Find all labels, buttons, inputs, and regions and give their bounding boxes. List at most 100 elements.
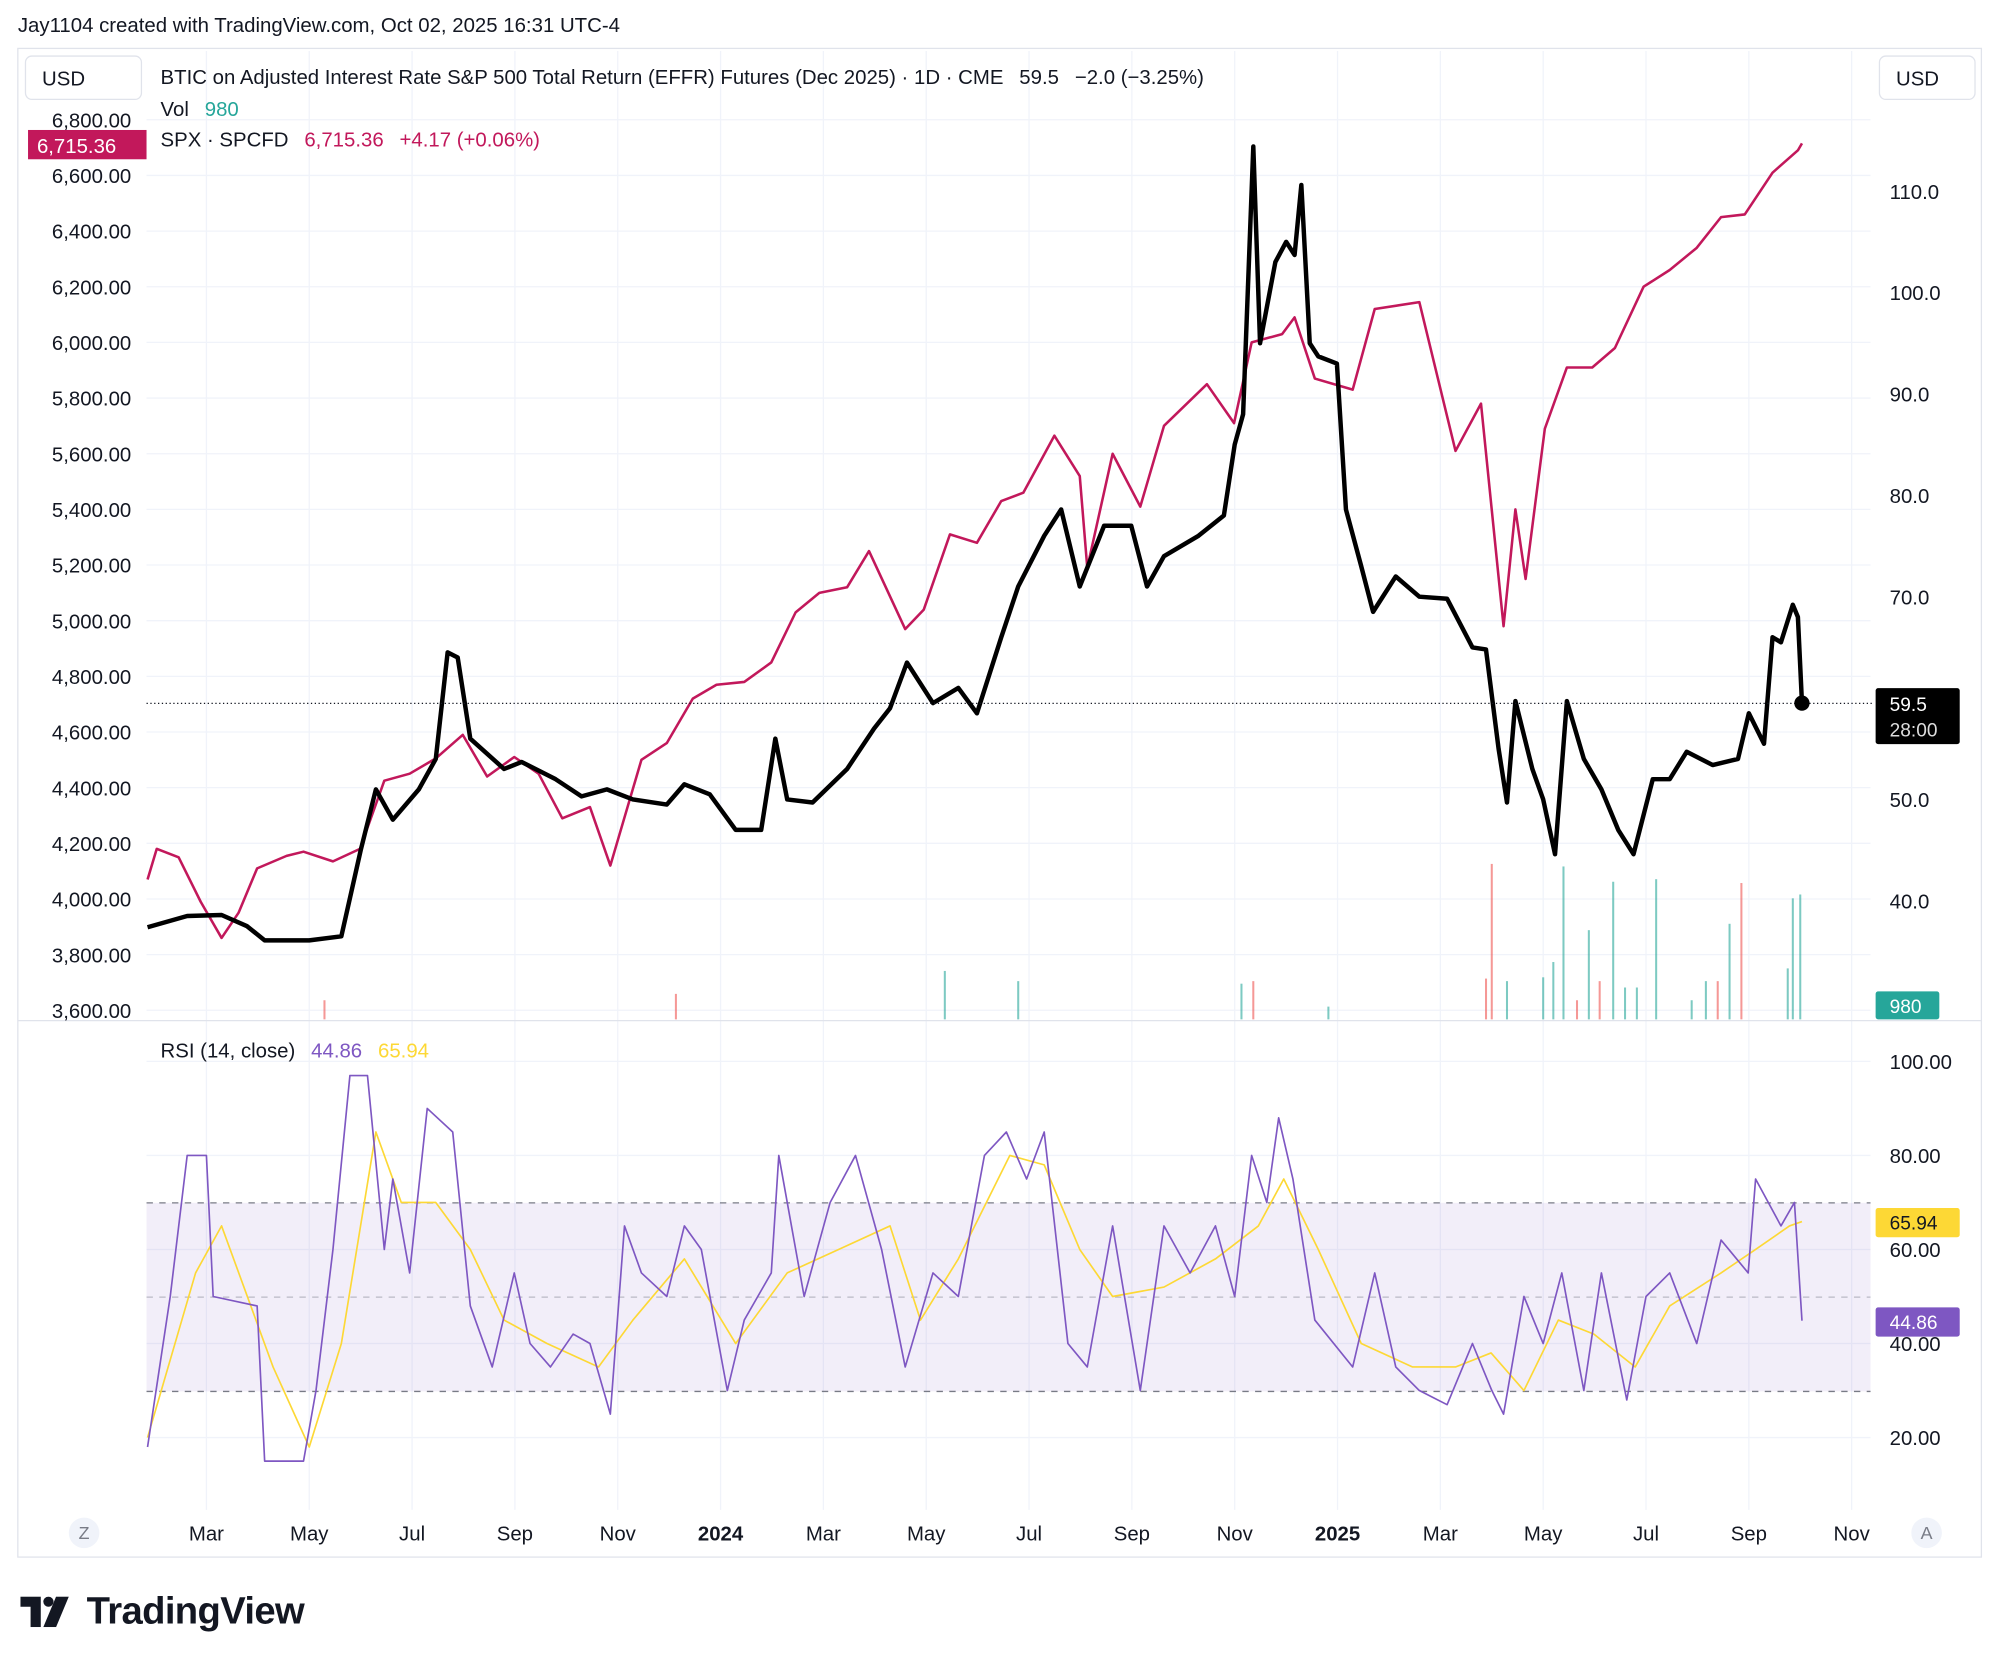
- left-axis-tick-label: 5,000.00: [52, 611, 131, 633]
- volume-bar: [1786, 968, 1789, 1020]
- volume-bar: [1562, 866, 1565, 1020]
- left-axis-tick-label: 3,600.00: [52, 1001, 131, 1023]
- x-tick-label: Mar: [806, 1524, 841, 1546]
- tradingview-logo[interactable]: TradingView: [20, 1590, 305, 1633]
- left-axis-tick-label: 6,400.00: [52, 222, 131, 244]
- series-lines: [146, 142, 1805, 1462]
- right-axis-tick-label: 50.0: [1890, 790, 1930, 812]
- volume-bar: [943, 970, 946, 1020]
- legend-rsi[interactable]: RSI (14, close) 44.86 65.94: [161, 1041, 429, 1063]
- x-tick-label: Mar: [1423, 1524, 1458, 1546]
- legend-spx-last: 6,715.36: [304, 130, 383, 152]
- volume-bar: [674, 993, 677, 1020]
- spx-line: [146, 142, 1804, 940]
- legend-rsi-label: RSI (14, close): [161, 1041, 296, 1063]
- left-axis-tick-label: 5,200.00: [52, 556, 131, 578]
- x-tick-label: Sep: [497, 1524, 533, 1546]
- volume-bars: [323, 863, 1802, 1020]
- volume-bar: [1612, 881, 1615, 1020]
- spx-price-badge: [28, 129, 147, 160]
- volume-bar: [1728, 923, 1731, 1020]
- chart-frame: [17, 47, 1983, 1558]
- volume-bar: [1240, 983, 1243, 1020]
- right-axis-tick-label: 100.0: [1890, 283, 1941, 305]
- x-tick-label: Nov: [600, 1524, 637, 1546]
- x-tick-label: May: [907, 1524, 946, 1546]
- volume-bar: [1799, 894, 1802, 1020]
- left-axis-tick-label: 6,800.00: [52, 110, 131, 132]
- left-axis-tick-label: 6,000.00: [52, 333, 131, 355]
- credit-line: Jay1104 created with TradingView.com, Oc…: [17, 15, 620, 37]
- volume-bar: [1542, 977, 1545, 1020]
- left-axis-tick-label: 5,600.00: [52, 444, 131, 466]
- currency-right-button[interactable]: [1878, 55, 1976, 101]
- x-tick-label: Nov: [1217, 1524, 1254, 1546]
- legend-main[interactable]: BTIC on Adjusted Interest Rate S&P 500 T…: [161, 67, 1204, 89]
- rsi-axis-tick-label: 40.00: [1890, 1334, 1941, 1356]
- volume-badge: [1875, 991, 1940, 1020]
- volume-bar: [1740, 883, 1743, 1020]
- legend-vol-label: Vol: [161, 99, 189, 121]
- volume-bar: [1624, 987, 1627, 1020]
- left-axis-tick-label: 4,800.00: [52, 667, 131, 689]
- volume-bar: [1575, 1000, 1579, 1020]
- volume-bar: [1716, 981, 1719, 1020]
- volume-bar: [1017, 981, 1020, 1020]
- x-tick-label: 2025: [1315, 1524, 1360, 1546]
- currency-left-button[interactable]: [24, 55, 143, 101]
- spx-price-badge-text: 6,715.36: [37, 136, 116, 158]
- btic-price-badge-text: 59.5: [1890, 695, 1927, 716]
- left-axis-tick-label: 3,800.00: [52, 945, 131, 967]
- volume-bar: [1252, 981, 1255, 1020]
- right-axis-tick-label: 90.0: [1890, 385, 1930, 407]
- left-axis-tick-label: 4,000.00: [52, 890, 131, 912]
- zoom-button[interactable]: [68, 1517, 100, 1549]
- volume-bar: [1690, 1000, 1693, 1020]
- right-axis-tick-label: 70.0: [1890, 587, 1930, 609]
- volume-bar: [1485, 978, 1488, 1020]
- volume-bar: [1635, 987, 1638, 1020]
- volume-bar: [1587, 930, 1590, 1020]
- rsi-axis-tick-label: 60.00: [1890, 1240, 1941, 1262]
- rsi-axis-tick-label: 80.00: [1890, 1146, 1941, 1168]
- left-axis-tick-label: 6,600.00: [52, 166, 131, 188]
- left-axis-tick-label: 4,600.00: [52, 723, 131, 745]
- rsi-ma-line: [146, 1131, 1803, 1448]
- chart-canvas[interactable]: Mar May Jul Sep Nov 2024 Mar May Jul Sep Nov 2025 Ma…: [0, 0, 1998, 1580]
- right-axis-tick-label: 80.0: [1890, 486, 1930, 508]
- x-tick-label: Jul: [399, 1524, 425, 1546]
- rsi-ma-badge: [1875, 1207, 1960, 1238]
- volume-bar: [1327, 1006, 1330, 1020]
- auto-scale-button[interactable]: [1911, 1517, 1942, 1549]
- volume-bar: [1704, 981, 1707, 1020]
- rsi-badge: [1875, 1307, 1960, 1337]
- btic-price-badge: [1875, 688, 1960, 745]
- legend-main-change: −2.0 (−3.25%): [1075, 67, 1204, 89]
- x-tick-label: Nov: [1834, 1524, 1871, 1546]
- left-axis-tick-label: 6,200.00: [52, 277, 131, 299]
- x-tick-label: Mar: [189, 1524, 224, 1546]
- btic-line: [146, 144, 1805, 943]
- x-tick-label: Jul: [1633, 1524, 1659, 1546]
- rsi-axis-tick-label: 100.00: [1890, 1052, 1952, 1074]
- legend-main-title: BTIC on Adjusted Interest Rate S&P 500 T…: [161, 67, 1004, 89]
- legend-spx-change: +4.17 (+0.06%): [400, 130, 540, 152]
- volume-bar: [1791, 898, 1794, 1020]
- volume-badge-text: 980: [1890, 997, 1922, 1018]
- zoom-button-label: Z: [79, 1523, 90, 1543]
- currency-right-label: USD: [1896, 68, 1939, 90]
- x-tick-label: May: [290, 1524, 329, 1546]
- currency-left-label: USD: [42, 68, 85, 90]
- x-tick-label: Sep: [1731, 1524, 1767, 1546]
- legend-main-last: 59.5: [1019, 67, 1059, 89]
- volume-bar: [1552, 962, 1555, 1020]
- legend-volume[interactable]: Vol 980: [161, 99, 239, 121]
- right-axis-tick-label: 40.0: [1890, 891, 1930, 913]
- left-axis-tick-label: 5,800.00: [52, 389, 131, 411]
- legend-rsi-ma-value: 65.94: [378, 1041, 429, 1063]
- btic-countdown: 28:00: [1890, 720, 1938, 741]
- x-tick-label: 2024: [698, 1524, 744, 1546]
- legend-spx[interactable]: SPX · SPCFD 6,715.36 +4.17 (+0.06%): [161, 130, 540, 152]
- left-axis-tick-label: 5,400.00: [52, 500, 131, 522]
